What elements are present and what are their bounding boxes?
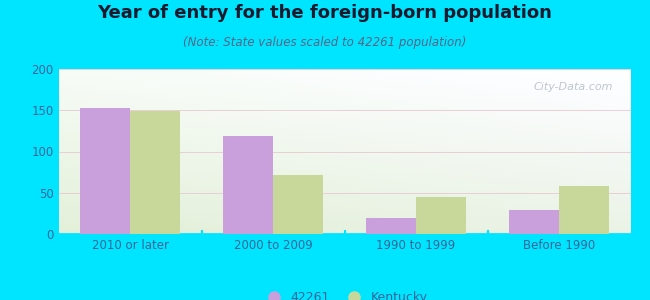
Bar — [80, 108, 130, 234]
Bar — [366, 218, 416, 234]
Text: (Note: State values scaled to 42261 population): (Note: State values scaled to 42261 popu… — [183, 36, 467, 49]
Bar — [273, 175, 323, 234]
Bar — [416, 197, 466, 234]
Text: Year of entry for the foreign-born population: Year of entry for the foreign-born popul… — [98, 4, 552, 22]
Bar — [223, 136, 273, 234]
Bar — [130, 111, 180, 234]
Legend: 42261, Kentucky: 42261, Kentucky — [256, 286, 433, 300]
Text: City-Data.com: City-Data.com — [534, 82, 614, 92]
Bar — [509, 210, 559, 234]
Bar — [559, 186, 609, 234]
